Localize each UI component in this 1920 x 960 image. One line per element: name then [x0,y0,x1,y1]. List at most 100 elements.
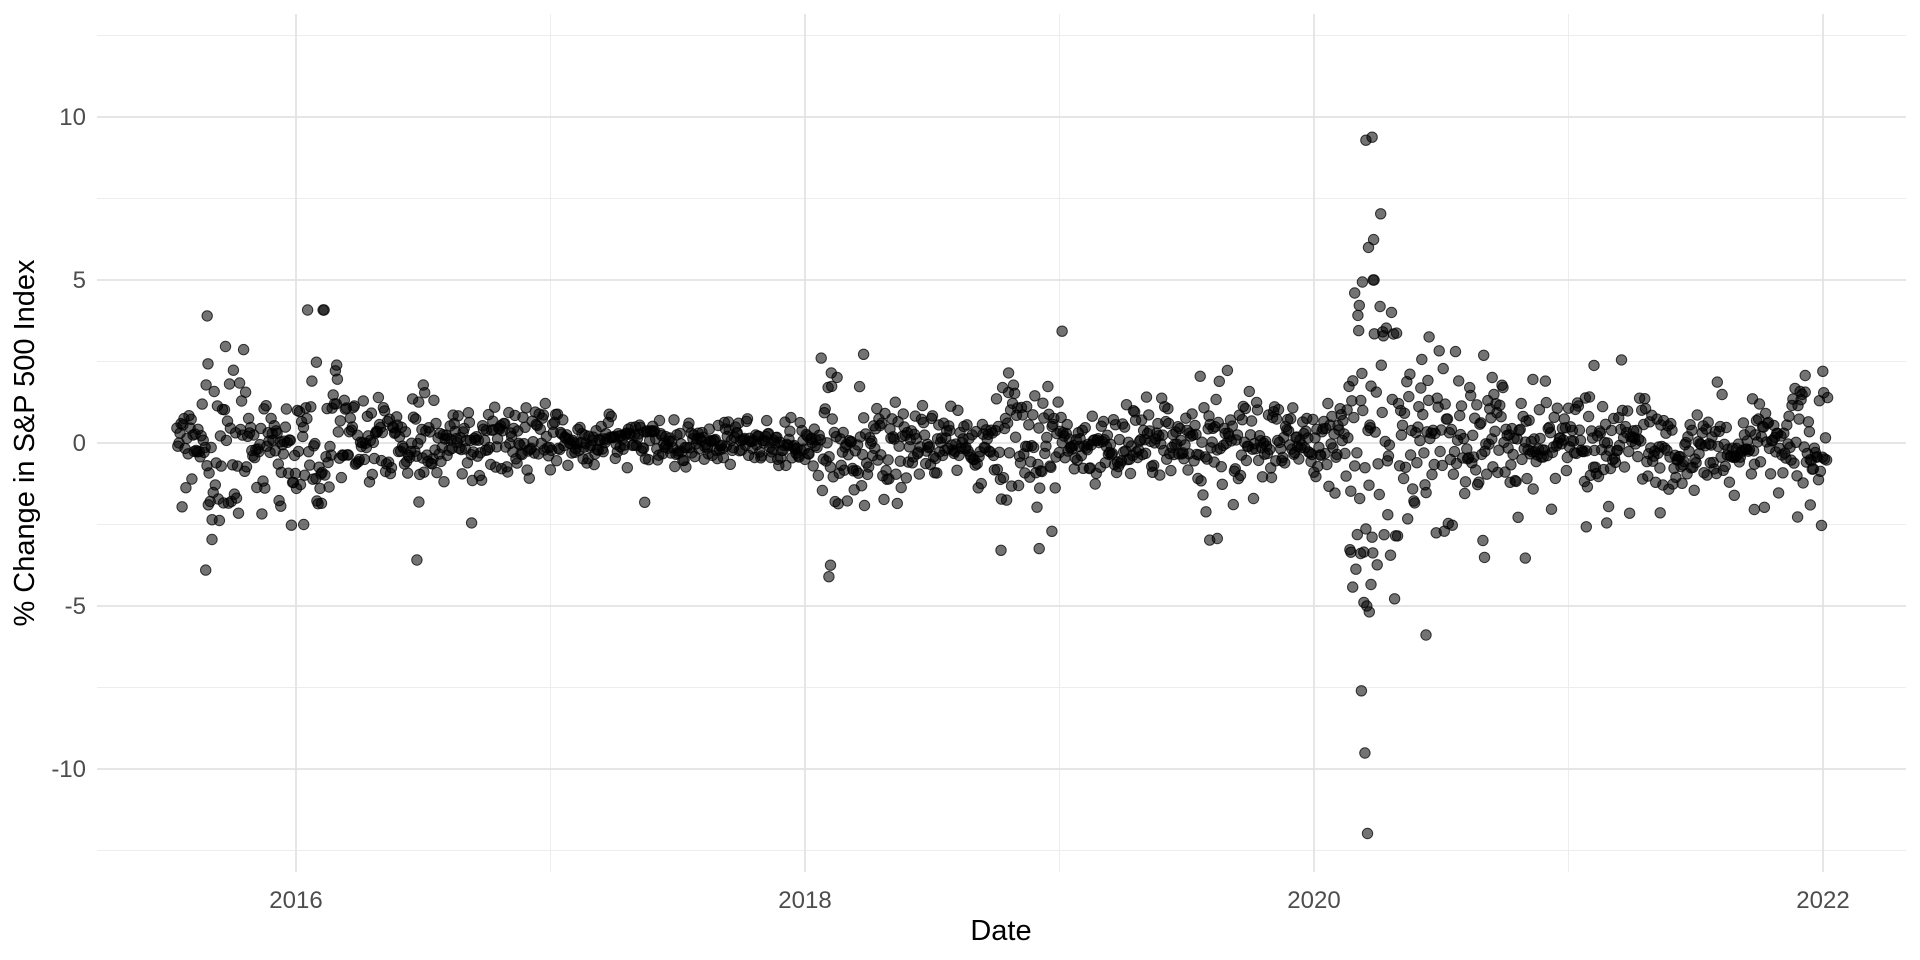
data-point [1527,483,1539,495]
data-point [1398,407,1411,419]
data-point [1678,455,1690,468]
data-point [1355,394,1367,407]
data-point [855,480,868,492]
data-point [1494,399,1506,411]
data-point [961,419,973,431]
data-point [1148,459,1160,471]
data-point [550,455,563,467]
data-point [853,380,866,393]
data-point [1361,827,1374,840]
data-point [318,304,330,316]
data-point [1788,457,1800,469]
data-point [816,484,829,497]
data-point [1347,375,1359,387]
data-point [452,410,464,422]
data-point [1384,549,1397,561]
data-point [206,533,218,546]
data-point [1031,501,1043,513]
data-point [1583,391,1596,403]
data-point [1441,413,1454,425]
data-point [1279,457,1291,469]
data-point [1378,529,1390,541]
data-point [1312,460,1324,473]
data-point [220,434,233,447]
data-point [1383,439,1396,451]
data-point [741,413,754,425]
data-point [639,496,651,508]
data-point [1055,411,1067,424]
data-point [1106,447,1119,460]
data-point [1445,423,1458,436]
data-point [1473,476,1485,488]
data-point [180,482,192,494]
data-point [1089,478,1101,490]
data-point [1377,326,1389,338]
data-point [1745,468,1758,480]
data-point [1002,367,1015,379]
data-point [463,416,476,429]
data-point [1459,487,1471,500]
data-point [367,436,379,449]
data-point [597,446,609,458]
data-point [1046,525,1058,537]
data-point [310,356,323,368]
data-point [465,517,478,529]
data-point [975,477,987,490]
data-point [926,410,939,422]
data-point [993,446,1006,458]
data-point [1285,413,1297,425]
data-point [1814,465,1827,477]
data-point [1446,519,1459,531]
data-point [1382,509,1394,521]
data-point [1231,429,1244,441]
data-point [1243,385,1256,398]
data-point [1437,362,1449,375]
data-point [1821,391,1834,404]
data-point [1404,449,1417,461]
data-point [232,507,245,519]
data-point [1602,500,1615,513]
data-point [1245,415,1258,427]
data-point [1601,517,1613,529]
data-point [1758,501,1771,513]
data-point [1353,324,1365,337]
data-point [1349,287,1361,299]
data-point [1716,388,1728,401]
data-point [1374,300,1386,313]
data-point [1012,479,1025,492]
data-point [1350,563,1362,575]
data-point [1211,532,1224,545]
data-point [1618,461,1631,473]
data-point [1385,306,1398,319]
data-point [1227,498,1240,511]
data-point [1307,413,1319,426]
data-point [1359,462,1371,474]
data-point [1240,454,1253,467]
data-point [176,501,188,513]
data-point [1420,629,1432,641]
data-point [1409,497,1421,509]
data-point [534,423,546,435]
data-point [240,461,253,473]
data-point [1391,530,1404,542]
data-point [431,466,443,479]
data-point [1666,424,1678,436]
data-point [309,437,321,450]
data-point [1236,414,1249,426]
data-point [997,472,1010,484]
data-point [669,460,681,473]
data-point [882,454,894,466]
data-point [200,379,212,391]
data-point [1154,469,1166,481]
data-point [1366,531,1378,543]
data-point [1360,523,1372,535]
data-point [1512,511,1524,523]
data-point [1588,359,1600,372]
data-point [499,418,511,430]
data-point [1003,447,1016,459]
y-axis-title: % Change in S&P 500 Index [9,259,41,627]
data-point [784,425,796,437]
data-point [475,474,488,486]
data-point [230,492,243,504]
data-point [897,408,909,420]
